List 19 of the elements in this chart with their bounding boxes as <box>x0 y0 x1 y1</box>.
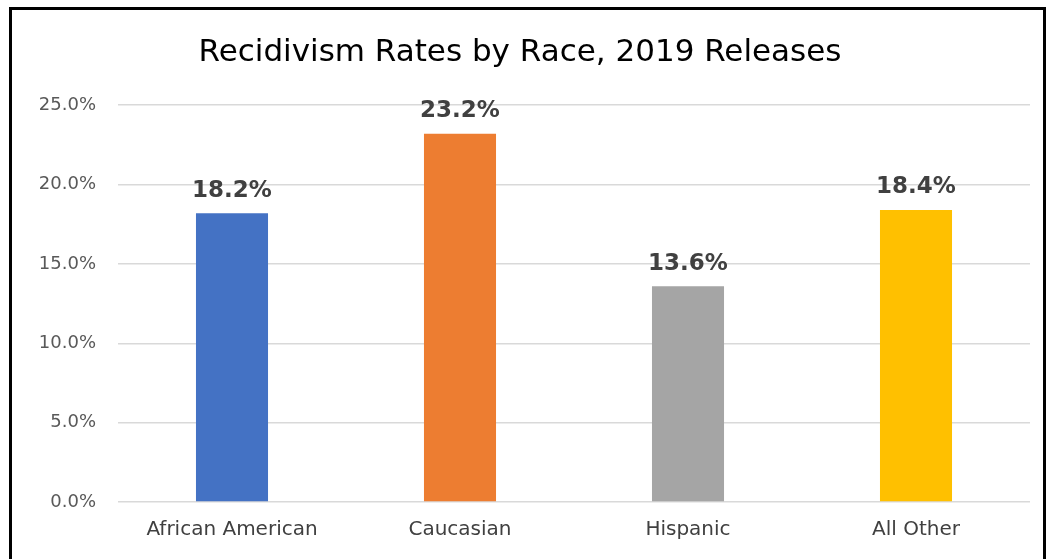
y-tick-label: 10.0% <box>38 330 96 352</box>
x-tick-label: Caucasian <box>408 516 512 541</box>
y-tick-label: 0.0% <box>50 489 96 511</box>
data-label: 18.4% <box>876 172 956 199</box>
x-tick-label: Hispanic <box>645 516 731 541</box>
y-tick-label: 25.0% <box>38 92 96 114</box>
data-label: 23.2% <box>420 96 500 123</box>
bar <box>195 213 269 502</box>
bar <box>651 286 725 502</box>
bar <box>879 209 953 502</box>
x-tick-label: All Other <box>872 516 961 541</box>
x-tick-label: African American <box>146 516 318 541</box>
chart-title: Recidivism Rates by Race, 2019 Releases <box>198 31 842 68</box>
bar <box>423 133 497 502</box>
y-tick-label: 20.0% <box>38 172 96 194</box>
data-label: 13.6% <box>648 248 728 275</box>
data-label: 18.2% <box>192 175 272 202</box>
y-tick-label: 15.0% <box>38 251 96 273</box>
y-tick-label: 5.0% <box>50 410 96 432</box>
